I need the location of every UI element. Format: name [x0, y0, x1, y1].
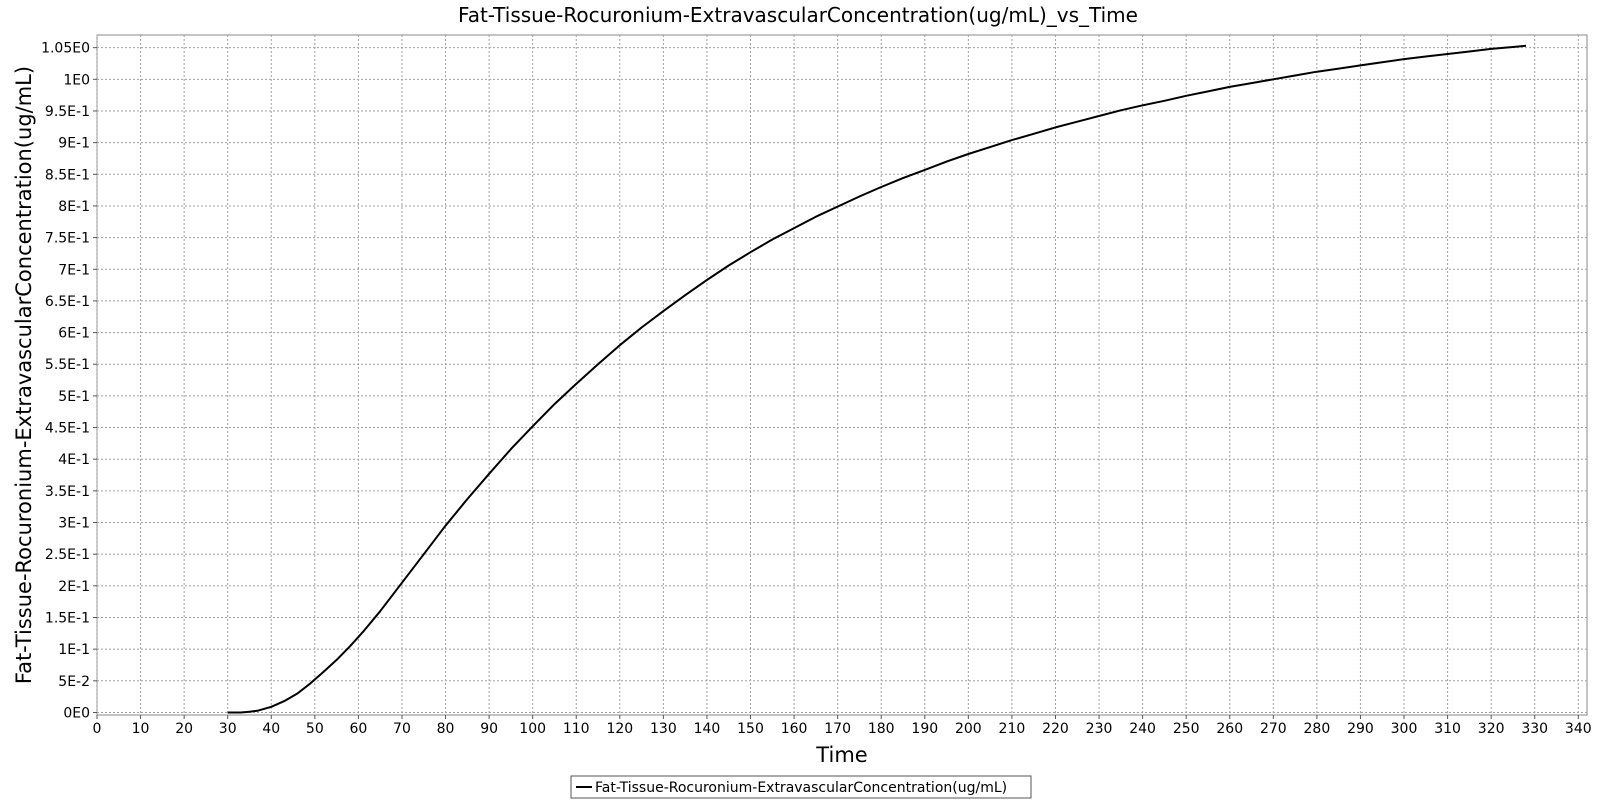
legend: Fat-Tissue-Rocuronium-ExtravascularConce… [570, 775, 1032, 799]
legend-label: Fat-Tissue-Rocuronium-ExtravascularConce… [595, 780, 1007, 796]
y-axis-ticks: 0E0 5E-2 1E-1 1.5E-1 2E-1 2.5E-1 3E-1 3.5E-1 4E-… [41, 41, 97, 721]
y-tick-label: 6E-1 [58, 326, 90, 342]
x-tick-label: 20 [175, 721, 193, 737]
y-tick-label: 1E0 [63, 72, 90, 88]
x-axis-label: Time [815, 743, 867, 767]
x-tick-label: 10 [132, 721, 150, 737]
x-tick-label: 210 [999, 721, 1026, 737]
x-tick-label: 220 [1042, 721, 1069, 737]
y-tick-label: 4E-1 [58, 452, 90, 468]
x-tick-label: 300 [1391, 721, 1418, 737]
x-tick-label: 250 [1173, 721, 1200, 737]
y-tick-label: 4.5E-1 [45, 421, 90, 437]
y-tick-label: 9E-1 [58, 136, 90, 152]
x-tick-label: 190 [911, 721, 938, 737]
y-tick-label: 5E-1 [58, 389, 90, 405]
x-tick-label: 120 [606, 721, 633, 737]
x-tick-label: 230 [1086, 721, 1113, 737]
plot-area [96, 34, 1588, 716]
chart-title: Fat-Tissue-Rocuronium-ExtravascularConce… [458, 3, 1138, 27]
x-tick-label: 130 [650, 721, 677, 737]
y-gridlines [97, 47, 1587, 713]
legend-box [570, 775, 1032, 799]
x-tick-label: 30 [219, 721, 237, 737]
y-tick-label: 9.5E-1 [45, 104, 90, 120]
x-tick-label: 270 [1260, 721, 1287, 737]
y-axis-label: Fat-Tissue-Rocuronium-ExtravascularConce… [12, 66, 36, 684]
x-tick-label: 110 [563, 721, 590, 737]
y-tick-label: 8E-1 [58, 199, 90, 215]
x-tick-label: 100 [519, 721, 546, 737]
series-line [227, 44, 1527, 714]
x-tick-label: 280 [1304, 721, 1331, 737]
y-tick-label: 3.5E-1 [45, 484, 90, 500]
y-tick-label: 2E-1 [58, 579, 90, 595]
x-tick-label: 0 [93, 721, 102, 737]
x-tick-label: 170 [824, 721, 851, 737]
y-tick-label: 1.05E0 [41, 41, 90, 57]
x-tick-label: 80 [437, 721, 455, 737]
x-tick-label: 90 [480, 721, 498, 737]
x-tick-label: 140 [694, 721, 721, 737]
x-tick-label: 40 [262, 721, 280, 737]
x-tick-label: 160 [781, 721, 808, 737]
x-tick-label: 150 [737, 721, 764, 737]
x-tick-label: 60 [349, 721, 367, 737]
x-tick-label: 200 [955, 721, 982, 737]
y-tick-label: 1.5E-1 [45, 610, 90, 626]
y-tick-label: 1E-1 [58, 642, 90, 658]
x-tick-label: 180 [868, 721, 895, 737]
y-tick-label: 2.5E-1 [45, 547, 90, 563]
x-tick-label: 310 [1434, 721, 1461, 737]
series-layer [227, 44, 1527, 714]
x-tick-label: 260 [1216, 721, 1243, 737]
x-axis-ticks: 0 10 20 30 40 50 60 70 80 90 100 110 120 130 140 150 160… [93, 715, 1592, 737]
y-tick-label: 0E0 [63, 705, 90, 721]
x-tick-label: 330 [1521, 721, 1548, 737]
x-tick-label: 340 [1565, 721, 1592, 737]
y-tick-label: 8.5E-1 [45, 167, 90, 183]
y-tick-label: 5E-2 [58, 674, 90, 690]
x-tick-label: 50 [306, 721, 324, 737]
y-tick-label: 3E-1 [58, 516, 90, 532]
x-tick-label: 240 [1129, 721, 1156, 737]
x-tick-label: 70 [393, 721, 411, 737]
y-tick-label: 7.5E-1 [45, 231, 90, 247]
x-tick-label: 290 [1347, 721, 1374, 737]
y-tick-label: 5.5E-1 [45, 357, 90, 373]
x-gridlines [96, 35, 1579, 715]
x-tick-label: 320 [1478, 721, 1505, 737]
y-tick-label: 6.5E-1 [45, 294, 90, 310]
y-tick-label: 7E-1 [58, 262, 90, 278]
